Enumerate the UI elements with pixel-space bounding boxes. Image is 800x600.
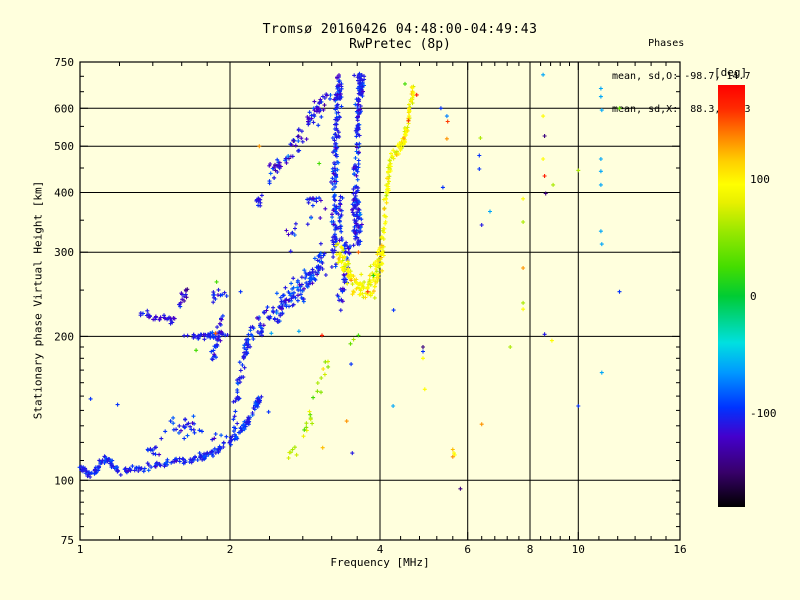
svg-text:100: 100 [750,173,770,186]
svg-text:100: 100 [54,474,74,487]
phase-stats-o-mode: mean, sd,O: -98.7, 14.7 [612,71,751,82]
svg-text:8: 8 [527,543,534,556]
svg-text:2: 2 [227,543,234,556]
plot-frame [79,61,681,541]
y-axis-title: Stationary phase Virtual Height [km] [31,180,45,420]
svg-text:75: 75 [61,534,74,547]
chart-subtitle: RwPretec (8p) [349,37,451,52]
colorbar-tick-labels: 100 0 -100 [750,173,777,420]
gridlines [80,62,680,540]
axis-ticks [79,61,681,541]
svg-text:-100: -100 [750,407,777,420]
svg-text:500: 500 [54,140,74,153]
scatter-points [77,71,622,491]
chart-title: Tromsø 20160426 04:48:00-04:49:43 [262,22,538,37]
phase-stats-heading: Phases [612,38,685,49]
svg-text:750: 750 [54,56,74,69]
svg-text:300: 300 [54,246,74,259]
svg-text:4: 4 [377,543,384,556]
svg-text:600: 600 [54,102,74,115]
colorbar [718,85,745,507]
svg-text:400: 400 [54,187,74,200]
svg-text:10: 10 [572,543,585,556]
x-axis-title: Frequency [MHz] [330,556,430,569]
svg-text:200: 200 [54,330,74,343]
axis-tick-labels: 1 2 4 6 8 10 16 75 100 200 300 400 500 600 750 [54,56,687,556]
svg-text:1: 1 [77,543,84,556]
svg-text:6: 6 [464,543,471,556]
svg-text:16: 16 [673,543,686,556]
svg-text:0: 0 [750,290,757,303]
colorbar-label: [deg] [714,66,748,79]
